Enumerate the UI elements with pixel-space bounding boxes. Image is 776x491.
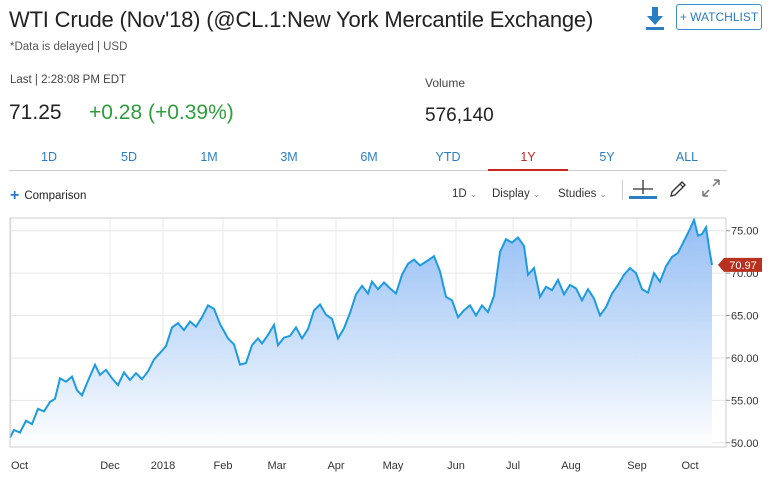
tab-ytd[interactable]: YTD <box>435 150 461 164</box>
y-tick-label: 65.00 <box>731 311 759 323</box>
plus-icon: + <box>10 187 20 204</box>
plot-frame <box>9 217 727 448</box>
x-tick-label: Jul <box>506 460 520 472</box>
chevron-down-icon: ⌄ <box>469 189 478 199</box>
x-tick-label: 2018 <box>151 460 175 472</box>
x-tick-label: Mar <box>268 460 287 472</box>
chevron-down-icon: ⌄ <box>599 189 607 199</box>
download-icon[interactable] <box>643 5 667 31</box>
tab-1d[interactable]: 1D <box>41 150 57 164</box>
page-title: WTI Crude (Nov'18) (@CL.1:New York Merca… <box>9 7 594 32</box>
volume-value: 576,140 <box>425 105 494 126</box>
tab-1y[interactable]: 1Y <box>488 147 568 171</box>
studies-label: Studies <box>558 188 597 200</box>
add-to-watchlist-button[interactable]: + WATCHLIST <box>676 4 762 30</box>
x-tick-label: Jun <box>447 460 465 472</box>
y-tick-label: 50.00 <box>731 438 759 450</box>
tab-3m[interactable]: 3M <box>280 150 298 164</box>
tab-all[interactable]: ALL <box>675 150 699 164</box>
display-label: Display <box>492 188 530 200</box>
tab-5y[interactable]: 5Y <box>599 150 615 164</box>
toolbar-divider <box>622 180 623 200</box>
display-dropdown[interactable]: Display ⌄ <box>492 188 540 200</box>
volume-label: Volume <box>425 76 466 90</box>
x-tick-label: Apr <box>327 460 344 472</box>
delayed-note: *Data is delayed | USD <box>10 41 128 53</box>
y-tick-label: 60.00 <box>731 353 759 365</box>
price-line <box>9 216 713 439</box>
x-tick-label: May <box>383 460 404 472</box>
tab-1m[interactable]: 1M <box>200 150 218 164</box>
crosshair-icon[interactable] <box>628 178 658 205</box>
x-tick-label: Dec <box>100 460 120 472</box>
last-value-label: 70.97 <box>729 260 757 272</box>
last-price: 71.25 <box>9 101 62 124</box>
draw-pencil-icon[interactable] <box>667 178 689 205</box>
chevron-down-icon: ⌄ <box>532 189 541 199</box>
timeframe-tabs: 1D 5D 1M 3M 6M YTD 1Y 5Y ALL <box>9 147 727 171</box>
x-tick-label: Sep <box>627 460 647 472</box>
x-tick-label: Feb <box>214 460 233 472</box>
studies-dropdown[interactable]: Studies ⌄ <box>558 188 607 200</box>
tab-6m[interactable]: 6M <box>360 150 378 164</box>
y-tick-label: 75.00 <box>731 226 759 238</box>
x-tick-label: Oct <box>11 460 28 472</box>
y-tick-label: 55.00 <box>731 395 759 407</box>
last-value-badge <box>718 257 762 272</box>
last-trade-label: Last | 2:28:08 PM EDT <box>10 74 127 86</box>
x-tick-label: Aug <box>561 460 581 472</box>
comparison-label: Comparison <box>24 190 87 202</box>
tab-5d[interactable]: 5D <box>121 150 137 164</box>
price-area <box>10 219 712 447</box>
comparison-button[interactable]: + Comparison <box>10 187 86 205</box>
price-change: +0.28 (+0.39%) <box>89 101 234 124</box>
expand-icon[interactable] <box>700 177 722 204</box>
interval-label: 1D <box>452 188 467 200</box>
interval-dropdown[interactable]: 1D ⌄ <box>452 188 477 200</box>
x-tick-label: Oct <box>681 460 698 472</box>
